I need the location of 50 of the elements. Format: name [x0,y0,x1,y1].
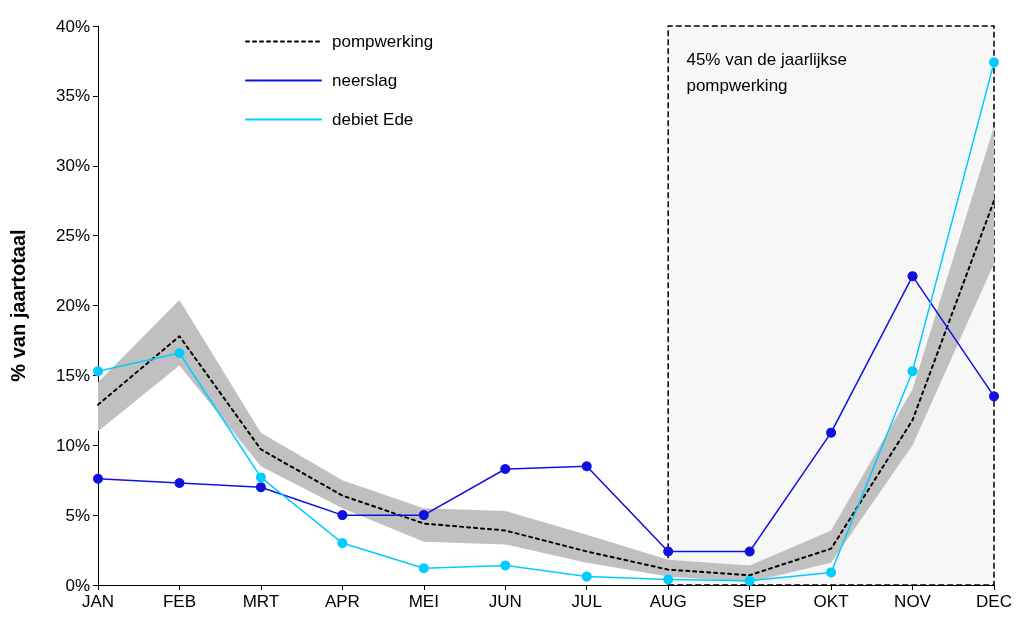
y-tick-label: 0% [65,575,90,595]
x-tick-label: JUN [488,592,522,611]
point [255,482,266,493]
x-tick-label: JAN [81,592,115,611]
point [337,510,348,521]
point [663,574,674,585]
point [581,461,592,472]
point [989,391,999,402]
legend-label: debiet Ede [332,110,414,129]
point [826,567,837,578]
point [744,575,755,586]
y-tick-label: 10% [55,435,90,455]
point [744,546,755,557]
x-tick-label: NOV [894,592,932,611]
point [907,271,918,282]
point [500,464,511,474]
point [826,427,837,438]
point [989,57,999,68]
x-tick-label: DEC [976,592,1012,611]
point [337,538,348,549]
point [663,546,674,557]
x-tick-label: OKT [813,592,849,611]
y-tick-label: 40% [55,16,90,36]
point [907,366,918,377]
point [174,477,185,488]
legend-label: pompwerking [332,32,434,51]
x-tick-label: FEB [162,592,196,611]
y-tick-label: 20% [55,296,90,315]
x-tick-label: JUL [571,592,602,611]
y-tick-label: 30% [55,156,90,176]
point [418,563,429,574]
point [500,560,511,571]
y-tick-label: 35% [55,86,90,106]
point [581,571,592,582]
y-axis-title: % van jaartotaal [7,229,29,382]
band-label: 45% van de jaarlijkse pompwerking [686,49,848,95]
point [255,472,266,483]
x-tick-label: SEP [732,592,767,611]
y-tick-label: 5% [65,505,90,525]
point [174,348,185,359]
point [93,473,103,484]
point [93,366,103,377]
x-tick-label: AUG [649,592,687,611]
point [418,510,429,521]
y-tick-label: 25% [55,226,90,246]
x-tick-label: MRT [242,592,280,611]
x-tick-label: MEI [408,592,439,611]
y-tick-label: 15% [55,365,90,385]
x-tick-label: APR [324,592,360,611]
legend-label: neerslag [332,71,398,90]
